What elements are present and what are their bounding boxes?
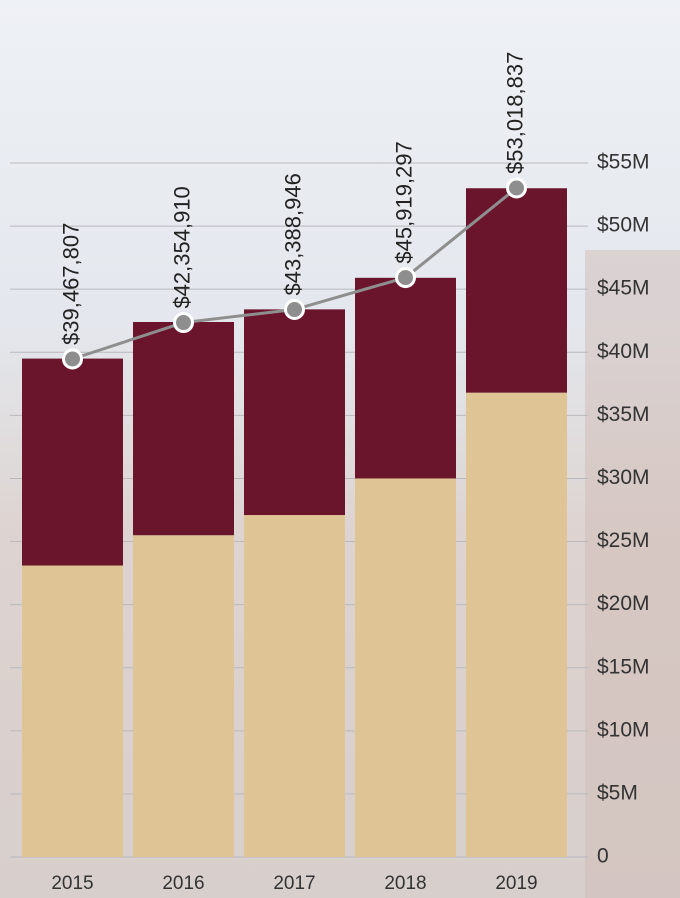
x-tick-label: 2018 [384,873,426,894]
bar-segment [355,277,456,479]
bar-segment [355,478,456,857]
line-point [284,299,305,321]
bar-segment [133,535,234,857]
x-tick-label: 2019 [495,873,537,894]
bar-segment [133,321,234,536]
y-tick-label: $30M [597,466,650,489]
y-tick-label: $50M [597,214,650,237]
x-tick-label: 2016 [162,873,204,894]
data-label: $43,388,946 [280,173,305,295]
data-label: $39,467,807 [58,223,83,345]
x-tick-label: 2017 [273,873,315,894]
bar-segment [466,392,567,857]
y-tick-label: 0 [597,845,609,868]
y-tick-label: $5M [597,781,638,804]
y-tick-label: $45M [597,277,650,300]
bar-segment [22,565,123,857]
x-tick-label: 2015 [51,873,93,894]
y-tick-label: $55M [597,151,650,174]
data-label: $45,919,297 [391,141,416,263]
bar-segment [244,515,345,857]
bar-segment [22,358,123,566]
y-tick-label: $20M [597,592,650,615]
y-tick-label: $40M [597,340,650,363]
data-label: $42,354,910 [169,186,194,308]
line-point [395,267,416,289]
data-label: $53,018,837 [502,52,527,174]
bar-segment [466,188,567,393]
line-point [506,177,527,199]
background-building [585,250,680,898]
y-tick-label: $35M [597,403,650,426]
line-point [173,312,194,334]
bar-segment [244,309,345,516]
y-tick-label: $10M [597,718,650,741]
y-tick-label: $25M [597,529,650,552]
line-point [62,348,83,370]
y-tick-label: $15M [597,655,650,678]
